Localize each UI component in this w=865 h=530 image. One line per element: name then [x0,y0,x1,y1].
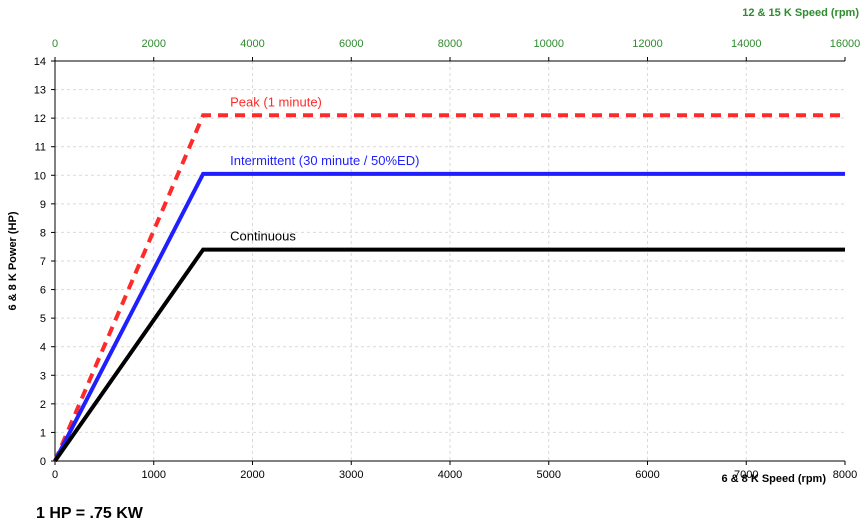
series-line-2 [53,247,845,463]
y-tick-label: 9 [40,199,46,211]
y-tick-label: 5 [40,313,46,325]
x-bottom-tick-label: 4000 [438,469,462,481]
y-tick-label: 1 [40,427,46,439]
series-label-1: Intermittent (30 minute / 50%ED) [230,153,419,168]
y-tick-label: 13 [34,85,46,97]
y-tick-label: 7 [40,256,46,268]
x-bottom-tick-label: 3000 [339,469,363,481]
x-top-tick-label: 8000 [438,38,462,50]
x-top-tick-label: 2000 [142,38,166,50]
series-line-1 [53,171,845,462]
x-top-tick-label: 6000 [339,38,363,50]
x-top-tick-label: 0 [52,38,58,50]
y-tick-label: 14 [34,56,46,68]
y-tick-label: 12 [34,113,46,125]
series-label-2: Continuous [230,229,296,244]
y-tick-label: 0 [40,456,46,468]
y-axis-title: 6 & 8 K Power (HP) [7,211,19,310]
x-bottom-tick-label: 8000 [833,469,857,481]
y-tick-label: 2 [40,399,46,411]
grid-lines [55,61,845,461]
series-label-0: Peak (1 minute) [230,94,322,109]
x-bottom-tick-label: 5000 [537,469,561,481]
x-top-tick-label: 4000 [240,38,264,50]
x-top-tick-label: 16000 [830,38,861,50]
series-line-0 [53,113,845,462]
x-top-tick-label: 10000 [533,38,564,50]
y-tick-label: 11 [35,142,46,154]
x-bottom-tick-label: 1000 [142,469,166,481]
y-tick-label: 8 [40,227,46,239]
series-lines [53,113,845,463]
x-bottom-tick-label: 0 [52,469,58,481]
series-labels: Peak (1 minute) Intermittent (30 minute /… [230,94,419,243]
conversion-footnote: 1 HP = .75 KW [36,505,143,522]
x-bottom-tick-label: 7000 [734,469,758,481]
x-axis-bottom-title: 6 & 8 K Speed (rpm) [721,473,826,485]
x-bottom-tick-label: 6000 [635,469,659,481]
x-top-tick-label: 14000 [731,38,762,50]
y-tick-label: 3 [40,370,46,382]
y-tick-label: 4 [40,342,46,354]
x-bottom-tick-label: 2000 [240,469,264,481]
x-top-tick-label: 12000 [632,38,663,50]
y-tick-label: 10 [34,170,46,182]
x-axis-top-title: 12 & 15 K Speed (rpm) [742,7,859,19]
y-tick-label: 6 [40,285,46,297]
